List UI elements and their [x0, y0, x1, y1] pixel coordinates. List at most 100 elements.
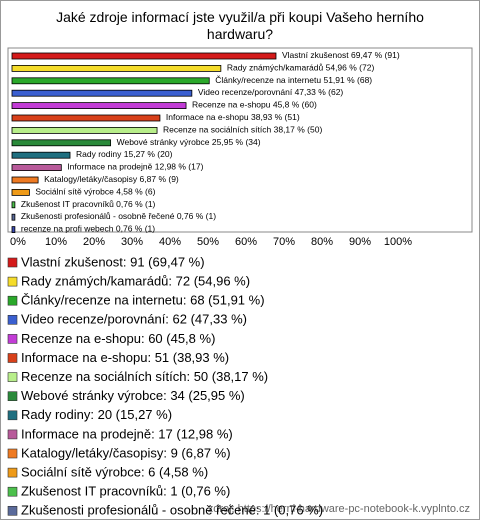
bar-label-value: 47,33 % (62) [295, 87, 344, 97]
bar-label-value: 51,91 % (68) [323, 75, 372, 85]
bar-label-value: 45,8 % (60) [273, 100, 317, 110]
legend-swatch [7, 410, 18, 421]
legend-label: Katalogy/letáky/časopisy: 9 (6,87 %) [21, 445, 231, 460]
legend-label: Video recenze/porovnání: 62 (47,33 %) [21, 312, 247, 327]
bar [11, 127, 158, 134]
chart-title: Jaké zdroje informací jste využil/a při … [56, 9, 424, 42]
legend-swatch [7, 429, 18, 440]
bar-label-category: Sociální sítě výrobce [35, 187, 114, 197]
bar-label-category: Články/recenze na internetu [215, 75, 321, 85]
bar [11, 226, 16, 234]
bar-label-category: recenze na profi webech [21, 224, 114, 234]
x-tick-label: 20% [83, 236, 105, 248]
x-tick-label: 60% [235, 236, 257, 248]
bar [11, 213, 16, 221]
legend-label: Rady známých/kamarádů: 72 (54,96 %) [21, 274, 250, 289]
source: zdroj: https://herni-hardware-pc-noteboo… [208, 503, 470, 515]
plot-frame [7, 47, 473, 233]
bar [11, 188, 30, 196]
x-tick-label: 80% [311, 236, 333, 248]
bar [11, 102, 187, 109]
legend-label: Recenze na sociálních sítích: 50 (38,17 … [21, 369, 268, 384]
legend-label: Články/recenze na internetu: 68 (51,91 %… [21, 293, 265, 308]
legend-swatch [7, 391, 18, 402]
bar-label: Sociální sítě výrobce 4,58 % (6) [35, 187, 155, 197]
bar-label-category: Video recenze/porovnání [198, 87, 293, 97]
bar-label: Recenze na e-shopu 45,8 % (60) [192, 100, 317, 110]
legend-label: Recenze na e-shopu: 60 (45,8 %) [21, 331, 215, 346]
bar-label-value: 38,93 % (51) [251, 112, 300, 122]
x-tick-label: 30% [121, 236, 143, 248]
bar-label-value: 0,76 % (1) [116, 224, 155, 234]
bar-label-value: 0,76 % (1) [177, 211, 216, 221]
bar-label: Zkušenost IT pracovníků 0,76 % (1) [21, 199, 156, 209]
bar-label-value: 12,98 % (17) [155, 162, 204, 172]
bar-label: Katalogy/letáky/časopisy 6,87 % (9) [44, 174, 179, 184]
x-tick-label: 70% [273, 236, 295, 248]
legend-label: Informace na e-shopu: 51 (38,93 %) [21, 350, 229, 365]
bar [11, 139, 112, 147]
legend-swatch [7, 353, 18, 363]
bar [11, 89, 193, 97]
bar [11, 151, 71, 159]
bar-label-category: Webové stránky výrobce [117, 137, 210, 147]
bar-label: Video recenze/porovnání 47,33 % (62) [198, 87, 344, 97]
bar-label: Rady rodiny 15,27 % (20) [76, 149, 173, 159]
bar [11, 201, 16, 209]
legend-swatch [7, 295, 18, 306]
bar-label-value: 25,95 % (34) [212, 137, 261, 147]
bar-label-category: Recenze na e-shopu [192, 100, 271, 110]
bar-label-category: Zkušenost IT pracovníků [21, 199, 114, 209]
x-tick-label: 100% [384, 236, 412, 248]
legend-label: Zkušenosti profesionálů - osobně řečené:… [21, 503, 323, 518]
legend-label: Vlastní zkušenost: 91 (69,47 %) [21, 254, 205, 269]
bar-label-value: 54,96 % (72) [326, 63, 375, 73]
bar-label: Články/recenze na internetu 51,91 % (68) [215, 75, 372, 85]
legend-swatch [7, 467, 18, 478]
legend-label: Sociální sítě výrobce: 6 (4,58 %) [21, 465, 208, 480]
legend-swatch [7, 276, 18, 287]
legend-label: Zkušenost IT pracovníků: 1 (0,76 %) [21, 484, 230, 499]
bar [11, 164, 62, 172]
legend-label: Webové stránky výrobce: 34 (25,95 %) [21, 388, 245, 403]
bar [11, 52, 277, 60]
legend-swatch [7, 372, 18, 382]
bar-label-value: 0,76 % (1) [116, 199, 155, 209]
legend-label: Rady rodiny: 20 (15,27 %) [21, 407, 172, 422]
legend-swatch [7, 334, 18, 344]
legend-swatch [7, 314, 18, 325]
bar-label: Recenze na sociálních sítích 38,17 % (50… [163, 125, 322, 135]
bar-label: Informace na prodejně 12,98 % (17) [67, 162, 203, 172]
bar-label-value: 15,27 % (20) [124, 149, 173, 159]
x-tick-label: 40% [159, 236, 181, 248]
x-tick-label: 10% [45, 236, 67, 248]
bar-label-category: Informace na e-shopu [166, 112, 249, 122]
bar [11, 65, 222, 72]
bar-label-value: 4,58 % (6) [116, 187, 155, 197]
bar-label-category: Rady známých/kamarádů [227, 63, 324, 73]
bar-label-category: Zkušenosti profesionálů - osobně řečené [21, 211, 175, 221]
x-tick-label: 0% [10, 236, 26, 248]
bar [11, 77, 210, 85]
legend-swatch [7, 448, 18, 459]
bar-label-category: Vlastní zkušenost [282, 50, 349, 60]
bar-label: recenze na profi webech 0,76 % (1) [21, 224, 155, 234]
bar [11, 114, 161, 122]
x-tick-label: 50% [197, 236, 219, 248]
x-tick-label: 90% [349, 236, 371, 248]
legend-label: Informace na prodejně: 17 (12,98 %) [21, 426, 233, 441]
legend-swatch [7, 505, 18, 516]
bar [11, 176, 39, 184]
bar-label: Informace na e-shopu 38,93 % (51) [166, 112, 300, 122]
bar-label-category: Recenze na sociálních sítích [163, 125, 271, 135]
legend-swatch [7, 257, 18, 268]
bar-label: Zkušenosti profesionálů - osobně řečené … [21, 211, 216, 221]
bar-label-category: Informace na prodejně [67, 162, 152, 172]
bar-label-value: 38,17 % (50) [274, 125, 323, 135]
bar-label: Webové stránky výrobce 25,95 % (34) [117, 137, 261, 147]
legend-swatch [7, 486, 18, 497]
bar-label-value: 69,47 % (91) [351, 50, 400, 60]
bar-label: Rady známých/kamarádů 54,96 % (72) [227, 63, 375, 73]
